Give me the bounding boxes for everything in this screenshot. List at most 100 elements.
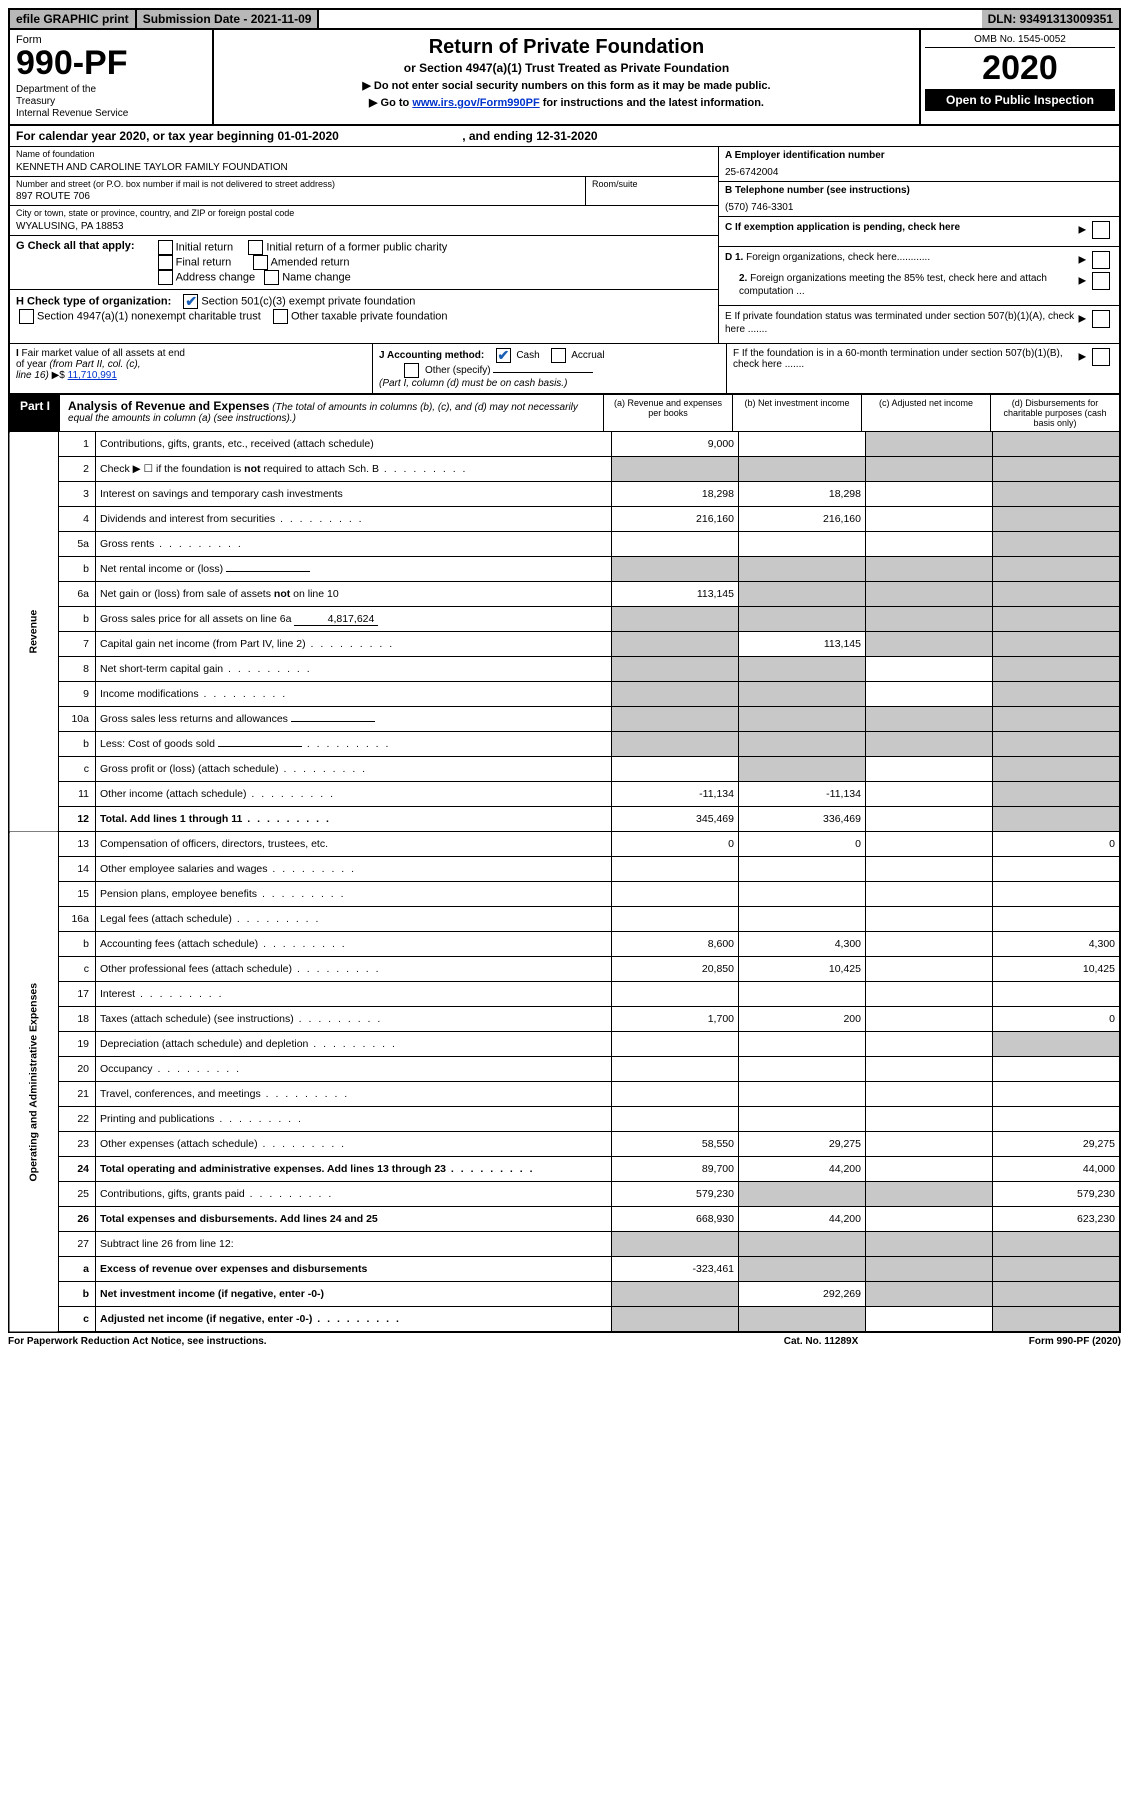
checkbox-4947a1[interactable] bbox=[19, 309, 34, 324]
line-desc: Compensation of officers, directors, tru… bbox=[96, 832, 612, 857]
line-desc: Printing and publications bbox=[96, 1107, 612, 1132]
checkbox-d1[interactable] bbox=[1092, 251, 1110, 269]
table-row: 22Printing and publications bbox=[9, 1107, 1120, 1132]
table-row: cGross profit or (loss) (attach schedule… bbox=[9, 757, 1120, 782]
line-number: 27 bbox=[59, 1232, 96, 1257]
page-footer: For Paperwork Reduction Act Notice, see … bbox=[8, 1333, 1121, 1347]
section-h: H Check type of organization: Section 50… bbox=[10, 290, 718, 328]
efile-label: efile GRAPHIC print bbox=[10, 10, 137, 28]
line-desc: Contributions, gifts, grants paid bbox=[96, 1182, 612, 1207]
checkbox-d2[interactable] bbox=[1092, 272, 1110, 290]
table-row: 3Interest on savings and temporary cash … bbox=[9, 482, 1120, 507]
section-c: C If exemption application is pending, c… bbox=[719, 217, 1119, 247]
line-number: 5a bbox=[59, 532, 96, 557]
checkbox-address-change[interactable] bbox=[158, 270, 173, 285]
topbar-spacer bbox=[319, 10, 981, 28]
line-desc: Gross sales less returns and allowances bbox=[96, 707, 612, 732]
checkbox-e[interactable] bbox=[1092, 310, 1110, 328]
col-a-header: (a) Revenue and expenses per books bbox=[603, 395, 732, 431]
line-desc: Other expenses (attach schedule) bbox=[96, 1132, 612, 1157]
checkbox-initial-return[interactable] bbox=[158, 240, 173, 255]
line-number: 14 bbox=[59, 857, 96, 882]
checkbox-501c3[interactable] bbox=[183, 294, 198, 309]
checkbox-c[interactable] bbox=[1092, 221, 1110, 239]
line-desc: Adjusted net income (if negative, enter … bbox=[96, 1307, 612, 1333]
line-number: 23 bbox=[59, 1132, 96, 1157]
form-number: 990-PF bbox=[16, 46, 206, 80]
line-desc: Total. Add lines 1 through 11 bbox=[96, 807, 612, 832]
table-row: 14Other employee salaries and wages bbox=[9, 857, 1120, 882]
header-mid: Return of Private Foundation or Section … bbox=[214, 30, 919, 124]
line-number: b bbox=[59, 932, 96, 957]
table-row: Operating and Administrative Expenses13C… bbox=[9, 832, 1120, 857]
checkbox-name-change[interactable] bbox=[264, 270, 279, 285]
line-number: 11 bbox=[59, 782, 96, 807]
table-row: cOther professional fees (attach schedul… bbox=[9, 957, 1120, 982]
line-desc: Dividends and interest from securities bbox=[96, 507, 612, 532]
line-number: 6a bbox=[59, 582, 96, 607]
table-row: 15Pension plans, employee benefits bbox=[9, 882, 1120, 907]
note-2: ▶ Go to www.irs.gov/Form990PF for instru… bbox=[222, 96, 911, 109]
top-bar: efile GRAPHIC print Submission Date - 20… bbox=[8, 8, 1121, 30]
table-row: 9Income modifications bbox=[9, 682, 1120, 707]
dln-label: DLN: 93491313009351 bbox=[982, 10, 1119, 28]
header-right: OMB No. 1545-0052 2020 Open to Public In… bbox=[919, 30, 1119, 124]
table-row: 19Depreciation (attach schedule) and dep… bbox=[9, 1032, 1120, 1057]
table-row: 5aGross rents bbox=[9, 532, 1120, 557]
checkbox-amended[interactable] bbox=[253, 255, 268, 270]
checkbox-other-taxable[interactable] bbox=[273, 309, 288, 324]
checkbox-cash[interactable] bbox=[496, 348, 511, 363]
table-row: bGross sales price for all assets on lin… bbox=[9, 607, 1120, 632]
table-row: 8Net short-term capital gain bbox=[9, 657, 1120, 682]
line-number: 7 bbox=[59, 632, 96, 657]
line-desc: Income modifications bbox=[96, 682, 612, 707]
line-desc: Interest bbox=[96, 982, 612, 1007]
line-number: 1 bbox=[59, 432, 96, 457]
irs-link[interactable]: www.irs.gov/Form990PF bbox=[412, 97, 539, 109]
table-row: 17Interest bbox=[9, 982, 1120, 1007]
form-title: Return of Private Foundation bbox=[222, 36, 911, 59]
table-row: 16aLegal fees (attach schedule) bbox=[9, 907, 1120, 932]
table-row: 27Subtract line 26 from line 12: bbox=[9, 1232, 1120, 1257]
line-desc: Legal fees (attach schedule) bbox=[96, 907, 612, 932]
line-desc: Pension plans, employee benefits bbox=[96, 882, 612, 907]
table-row: 18Taxes (attach schedule) (see instructi… bbox=[9, 1007, 1120, 1032]
table-row: bAccounting fees (attach schedule)8,6004… bbox=[9, 932, 1120, 957]
table-row: 20Occupancy bbox=[9, 1057, 1120, 1082]
line-desc: Accounting fees (attach schedule) bbox=[96, 932, 612, 957]
section-g: G Check all that apply: Initial return I… bbox=[10, 236, 718, 290]
checkbox-other-method[interactable] bbox=[404, 363, 419, 378]
line-desc: Less: Cost of goods sold bbox=[96, 732, 612, 757]
table-row: Revenue1Contributions, gifts, grants, et… bbox=[9, 432, 1120, 457]
line-number: 3 bbox=[59, 482, 96, 507]
line-desc: Total expenses and disbursements. Add li… bbox=[96, 1207, 612, 1232]
checkbox-final-return[interactable] bbox=[158, 255, 173, 270]
checkbox-f[interactable] bbox=[1092, 348, 1110, 366]
line-number: b bbox=[59, 732, 96, 757]
ein-cell: A Employer identification number 25-6742… bbox=[719, 147, 1119, 182]
department-label: Department of theTreasuryInternal Revenu… bbox=[16, 84, 206, 120]
line-number: 9 bbox=[59, 682, 96, 707]
line-number: 18 bbox=[59, 1007, 96, 1032]
checkbox-accrual[interactable] bbox=[551, 348, 566, 363]
line-number: c bbox=[59, 1307, 96, 1333]
line-number: 13 bbox=[59, 832, 96, 857]
table-row: 10aGross sales less returns and allowanc… bbox=[9, 707, 1120, 732]
fmv-value[interactable]: 11,710,991 bbox=[68, 370, 117, 381]
line-desc: Check ▶ ☐ if the foundation is not requi… bbox=[96, 457, 612, 482]
line-number: 17 bbox=[59, 982, 96, 1007]
line-desc: Gross profit or (loss) (attach schedule) bbox=[96, 757, 612, 782]
col-c-header: (c) Adjusted net income bbox=[861, 395, 990, 431]
revenue-side-label: Revenue bbox=[9, 432, 59, 832]
line-number: b bbox=[59, 557, 96, 582]
line-number: 24 bbox=[59, 1157, 96, 1182]
footer-mid: Cat. No. 11289X bbox=[721, 1336, 921, 1347]
table-row: 12Total. Add lines 1 through 11345,46933… bbox=[9, 807, 1120, 832]
foundation-name-cell: Name of foundation KENNETH AND CAROLINE … bbox=[10, 147, 718, 177]
line-desc: Net rental income or (loss) bbox=[96, 557, 612, 582]
checkbox-initial-former[interactable] bbox=[248, 240, 263, 255]
line-desc: Travel, conferences, and meetings bbox=[96, 1082, 612, 1107]
line-number: c bbox=[59, 957, 96, 982]
line-desc: Other professional fees (attach schedule… bbox=[96, 957, 612, 982]
line-desc: Subtract line 26 from line 12: bbox=[96, 1232, 612, 1257]
